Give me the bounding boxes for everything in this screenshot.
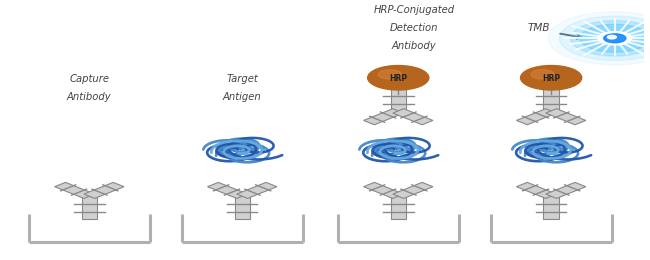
Text: Detection: Detection bbox=[390, 23, 439, 33]
Bar bbox=[391, 88, 406, 111]
Circle shape bbox=[580, 24, 650, 52]
Polygon shape bbox=[517, 109, 556, 125]
Circle shape bbox=[378, 70, 401, 79]
Circle shape bbox=[604, 34, 626, 43]
Polygon shape bbox=[363, 182, 404, 198]
Polygon shape bbox=[84, 182, 124, 198]
Text: Antibody: Antibody bbox=[67, 92, 112, 102]
Circle shape bbox=[549, 12, 650, 65]
Polygon shape bbox=[363, 109, 404, 125]
Circle shape bbox=[368, 66, 429, 90]
Circle shape bbox=[598, 32, 631, 45]
Polygon shape bbox=[393, 182, 433, 198]
Bar bbox=[235, 196, 250, 219]
Bar bbox=[391, 196, 406, 219]
Bar bbox=[82, 196, 97, 219]
Polygon shape bbox=[55, 182, 95, 198]
Polygon shape bbox=[237, 182, 277, 198]
Polygon shape bbox=[546, 109, 586, 125]
Bar bbox=[543, 88, 559, 111]
Circle shape bbox=[531, 70, 554, 79]
Text: HRP: HRP bbox=[542, 74, 560, 83]
Circle shape bbox=[560, 16, 650, 60]
Polygon shape bbox=[393, 109, 433, 125]
Text: Antibody: Antibody bbox=[392, 41, 437, 51]
Polygon shape bbox=[517, 182, 556, 198]
Bar bbox=[543, 196, 559, 219]
Circle shape bbox=[521, 66, 582, 90]
Text: HRP-Conjugated: HRP-Conjugated bbox=[374, 5, 455, 15]
Polygon shape bbox=[546, 182, 586, 198]
Text: TMB: TMB bbox=[527, 23, 550, 33]
Circle shape bbox=[608, 35, 616, 39]
Circle shape bbox=[571, 21, 650, 56]
Polygon shape bbox=[207, 182, 248, 198]
Text: Capture: Capture bbox=[70, 74, 109, 84]
Text: Antigen: Antigen bbox=[223, 92, 261, 102]
Text: HRP: HRP bbox=[389, 74, 408, 83]
Text: Target: Target bbox=[226, 74, 258, 84]
